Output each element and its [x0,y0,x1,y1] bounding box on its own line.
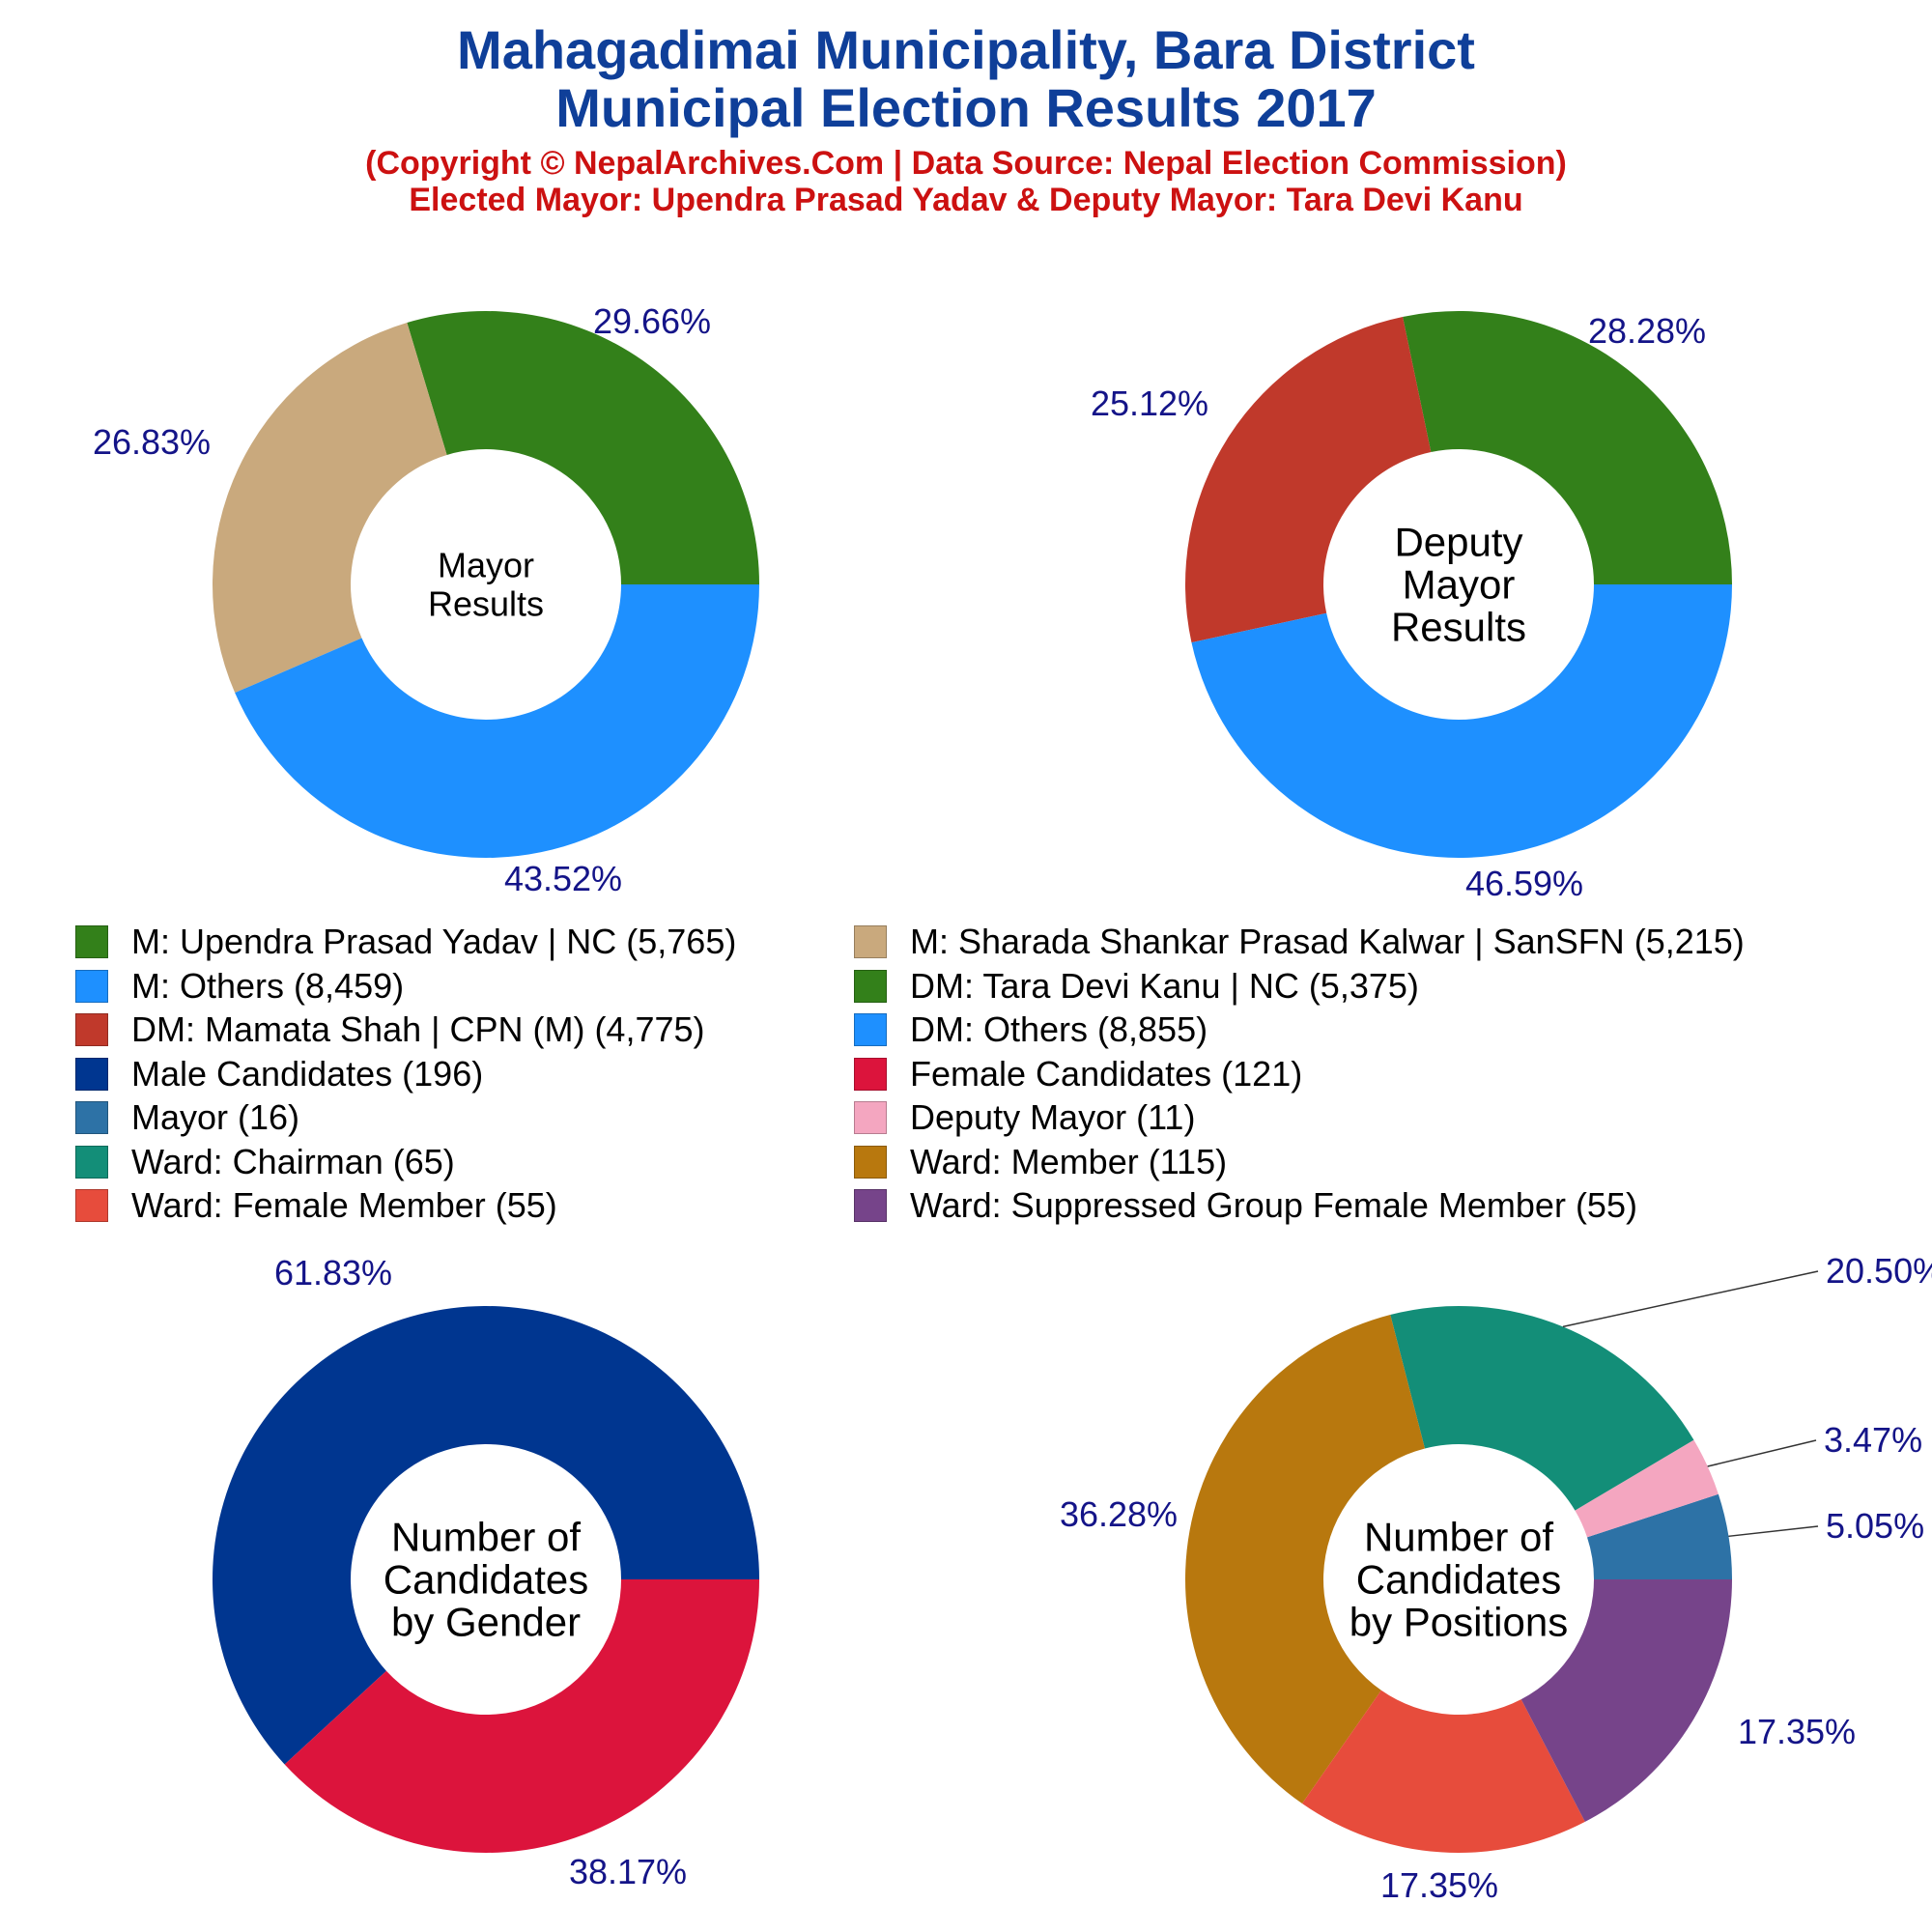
center-label-line: Deputy [1394,520,1522,565]
center-label-line: Mayor [438,546,534,585]
chart-title-line1: Mahagadimai Municipality, Bara District [457,19,1475,80]
data-label-deputy-mayor: 3.47% [1824,1420,1922,1460]
slice-female-candidates [284,1579,759,1853]
slice-ward-member [1185,1314,1425,1804]
slice-male-candidates [212,1306,760,1765]
center-label-line: Results [428,584,544,624]
data-label-male-candidates: 61.83% [274,1253,392,1293]
center-label-line: by Positions [1350,1600,1568,1645]
leader-line-mayor [1728,1525,1819,1538]
center-label-line: Candidates [1356,1557,1561,1603]
center-label-line: Results [1391,605,1526,650]
center-label-line: Number of [391,1515,581,1560]
slice-deputy-mayor [1575,1439,1719,1538]
center-label-line: Mayor [1403,562,1516,608]
leader-line-deputy-mayor [1707,1439,1817,1467]
slice-m-upendra-prasad-yadav-nc [407,311,759,584]
data-label-ward-female-member: 17.35% [1380,1865,1498,1905]
chart-subtitle-line1: (Copyright © NepalArchives.Com | Data So… [365,145,1567,182]
data-label-female-candidates: 38.17% [569,1852,687,1891]
center-label-line: Candidates [384,1557,588,1603]
slice-dm-mamata-shah-cpn-m [1184,316,1432,643]
slice-ward-chairman [1390,1306,1694,1511]
slice-dm-tara-devi-kanu-nc [1403,310,1732,584]
data-label-ward-chairman: 20.50% [1826,1251,1932,1291]
data-label-m-others: 43.52% [504,859,622,898]
data-label-dm-others: 46.59% [1465,864,1583,903]
data-label-m-upendra-prasad-yadav-nc: 29.66% [593,301,711,341]
slice-mayor [1587,1493,1732,1579]
slice-m-sharada-shankar-prasad-kalwar-sansfn [212,323,447,694]
data-label-ward-suppressed-group-female-member: 17.35% [1738,1712,1856,1751]
data-label-dm-mamata-shah-cpn-m: 25.12% [1091,384,1208,423]
center-label-line: by Gender [391,1600,581,1645]
data-label-dm-tara-devi-kanu-nc: 28.28% [1588,311,1706,351]
center-label-line: Number of [1364,1515,1553,1560]
slice-ward-suppressed-group-female-member [1520,1579,1732,1822]
leader-line-ward-chairman [1562,1270,1819,1328]
slice-ward-female-member [1301,1690,1585,1853]
data-label-mayor: 5.05% [1826,1506,1924,1546]
data-label-ward-member: 36.28% [1060,1494,1178,1534]
slice-m-others [235,584,760,858]
donut-chart-number-of-candidates-by-positions: 5.05% 3.47% 20.50% 36.28% 17.35% 17.35% Number… [1060,1251,1932,1905]
chart-title-line2: Municipal Election Results 2017 [555,77,1377,138]
slice-dm-others [1191,584,1732,858]
chart-subtitle-line2: Elected Mayor: Upendra Prasad Yadav & De… [409,182,1523,218]
data-label-m-sharada-shankar-prasad-kalwar-sansfn: 26.83% [93,422,211,462]
